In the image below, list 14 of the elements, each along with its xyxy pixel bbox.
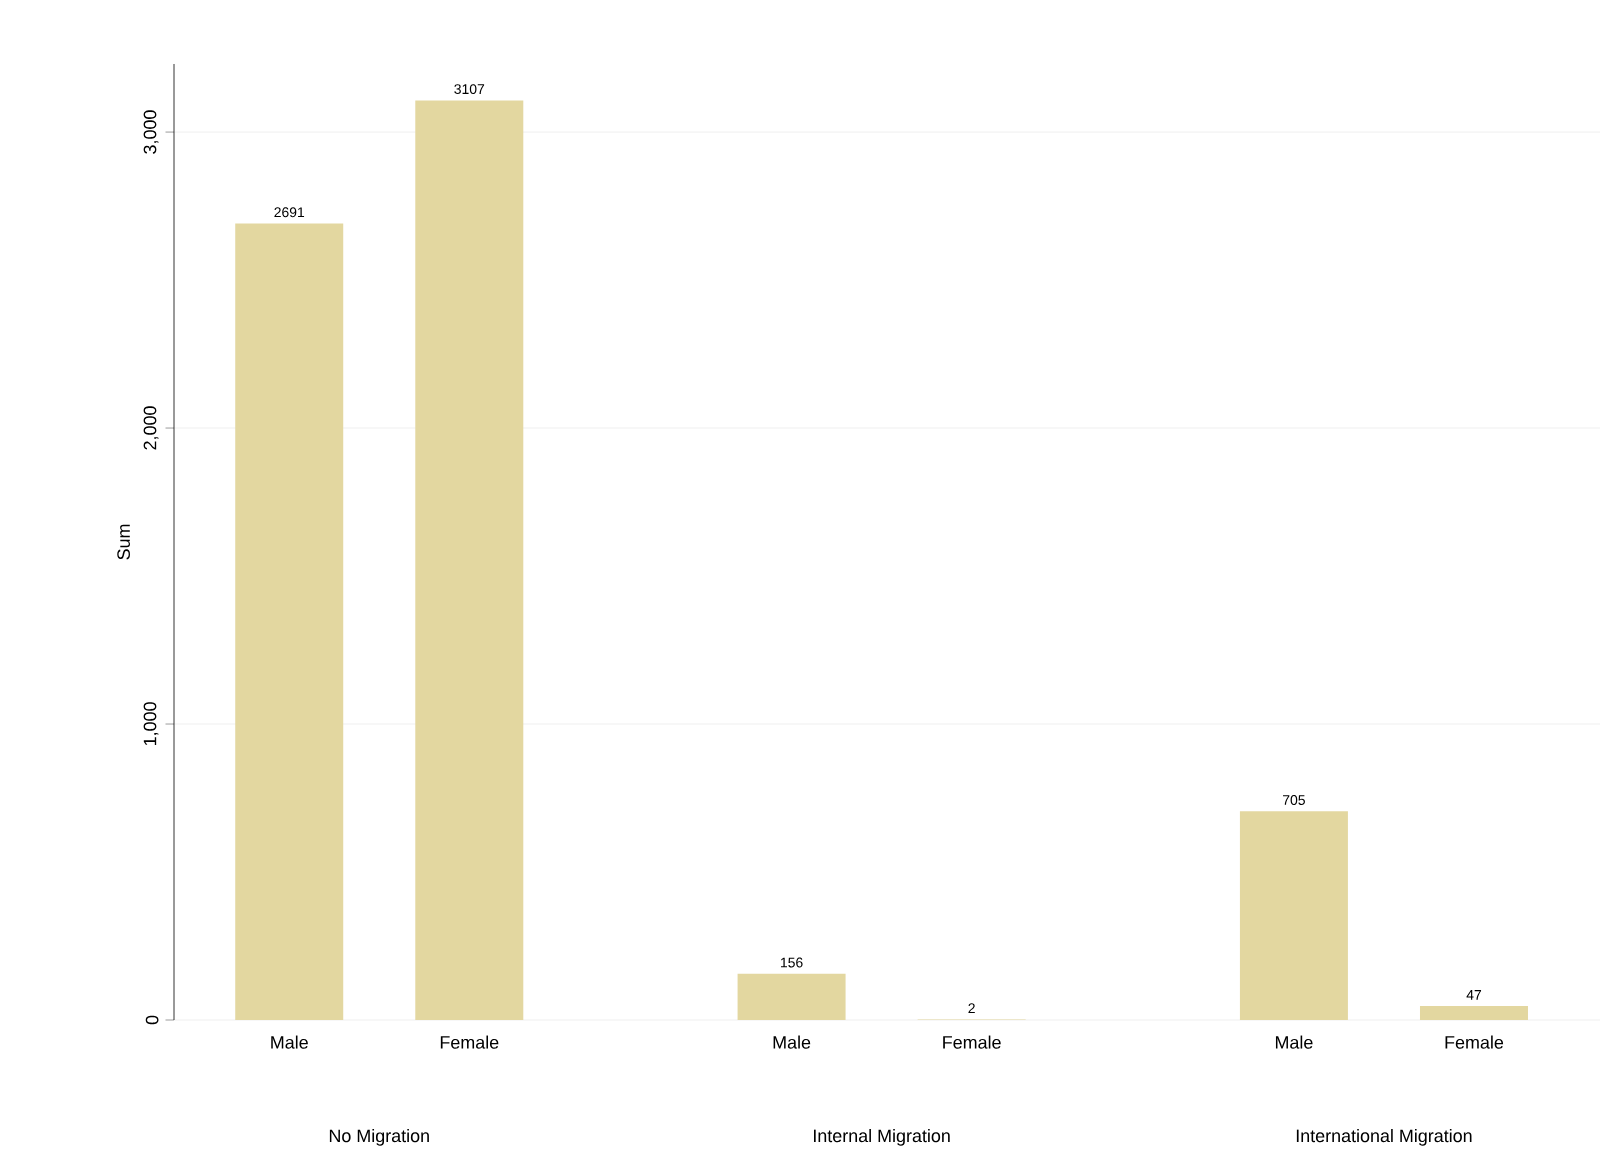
text: Internal Migration [813,1129,950,1146]
y-tick-label: 0 [145,1015,159,1025]
text: No Migration [329,1129,429,1146]
x-tick-label: Female [1445,1035,1504,1049]
x-tick-label: Female [440,1035,499,1049]
x-tick-label: Male [1275,1035,1313,1049]
x-tick-label: Female [943,1035,1001,1049]
y-tick-label: 2,000 [143,406,159,450]
x-tick-label: Male [773,1035,811,1049]
text: International Migration [1296,1129,1472,1146]
x-tick-label: Male [271,1035,308,1049]
y-tick-label: 3,000 [143,110,159,154]
y-axis-title: Sum [117,524,130,560]
y-tick-label: 1,000 [143,702,159,746]
